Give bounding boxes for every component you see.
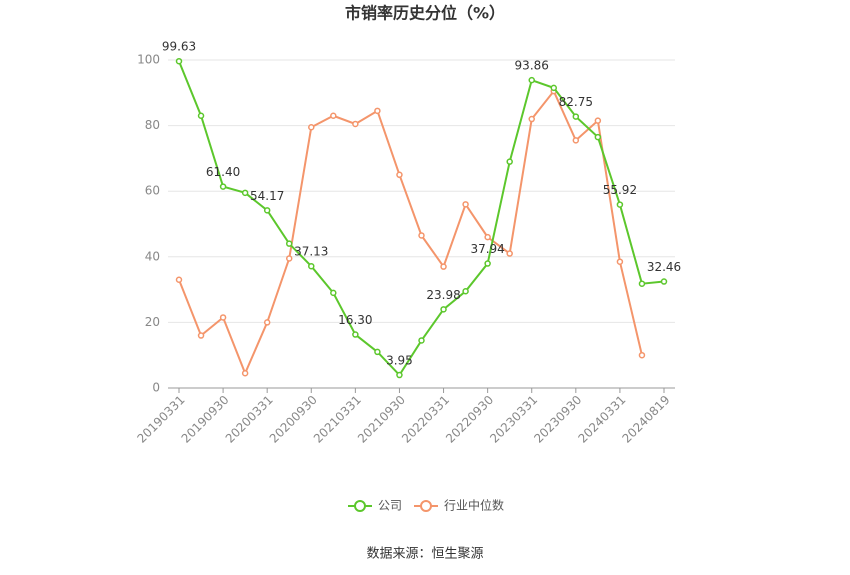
chart-title: 市销率历史分位（%） [345,4,505,23]
y-tick-label: 60 [145,184,160,198]
data-point [528,115,535,123]
y-tick-label: 0 [152,381,160,395]
data-label: 61.40 [206,165,240,179]
data-point [374,348,381,356]
legend-marker [420,500,432,512]
data-point [241,189,249,197]
data-label: 99.63 [162,40,196,54]
y-tick-label: 80 [145,118,160,132]
data-point [374,107,381,115]
data-point [285,240,293,247]
data-point [506,158,513,165]
data-point [396,371,403,379]
legend-label: 行业中位数 [444,498,504,513]
y-tick-label: 40 [145,249,160,263]
data-point [594,133,602,141]
data-point [506,250,513,257]
data-point [285,255,293,262]
data-point [660,278,668,285]
data-label: 93.86 [515,59,549,73]
data-point [308,123,315,131]
data-point [616,258,624,265]
data-point [440,306,447,313]
data-label: 16.30 [338,313,372,327]
data-point [550,84,558,92]
data-label: 82.75 [559,95,593,109]
data-label: 32.46 [647,260,681,274]
series-line [178,89,643,376]
data-point [219,314,227,321]
data-point [572,137,580,144]
data-point [352,331,359,338]
data-point [462,201,469,208]
data-point [440,263,447,270]
data-point [241,369,249,377]
data-point [616,201,624,208]
data-point [352,120,359,128]
data-point [594,117,602,124]
data-label: 55.92 [603,183,637,197]
data-point [330,112,337,120]
x-tick-label: 20240819 [620,393,673,446]
data-point [528,76,535,84]
data-point [197,112,205,120]
data-point [330,289,337,297]
y-tick-label: 100 [137,53,160,67]
data-point [418,337,425,344]
data-point [572,113,580,120]
data-label: 23.98 [426,288,460,302]
data-point [197,332,205,339]
data-point [263,319,271,326]
data-point [638,351,646,359]
data-point [263,207,271,214]
data-point [484,260,491,267]
data-point [462,287,469,295]
data-point [175,57,183,65]
data-point [396,171,403,179]
data-label: 3.95 [386,354,413,368]
y-tick-label: 20 [145,315,160,329]
data-point [175,276,183,284]
data-label: 54.17 [250,189,284,203]
data-label: 37.94 [470,242,504,256]
data-point [484,233,491,241]
data-point [219,183,227,190]
data-point [418,232,425,239]
data-point [308,262,315,270]
source-note: 数据来源：恒生聚源 [366,547,483,562]
data-point [638,280,646,287]
legend-label: 公司 [378,499,402,513]
legend-marker [354,500,366,512]
data-label: 37.13 [294,245,328,259]
